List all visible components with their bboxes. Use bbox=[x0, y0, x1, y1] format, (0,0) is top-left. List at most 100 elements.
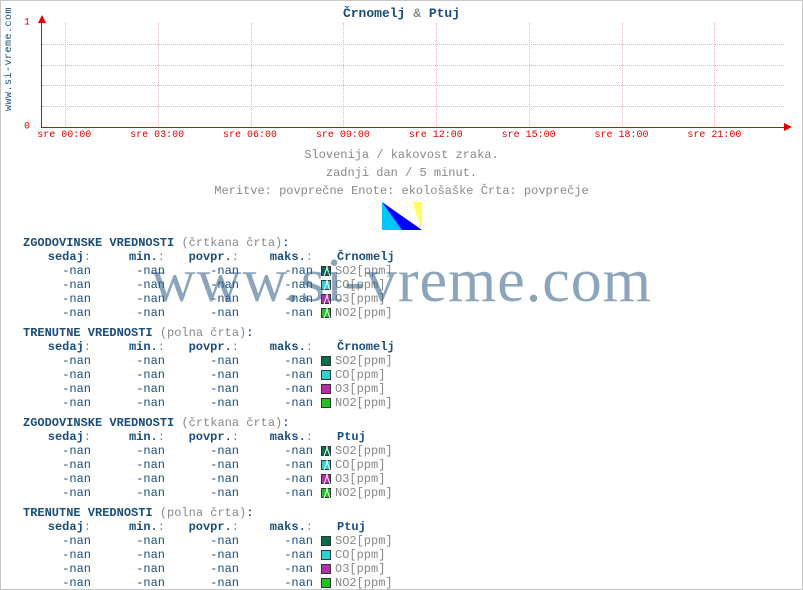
measure-label: NO2[ppm] bbox=[319, 486, 399, 500]
measure-label: SO2[ppm] bbox=[319, 444, 399, 458]
measure-text: SO2[ppm] bbox=[335, 444, 393, 458]
table-row: -nan-nan-nan-nanSO2[ppm] bbox=[23, 444, 399, 458]
cell-value: -nan bbox=[97, 562, 171, 576]
cell-value: -nan bbox=[171, 576, 245, 590]
legend-swatch-icon bbox=[321, 446, 331, 456]
legend-swatch-icon bbox=[321, 488, 331, 498]
cell-value: -nan bbox=[245, 562, 319, 576]
x-tick: sre 18:00 bbox=[594, 130, 648, 141]
measure-label: SO2[ppm] bbox=[319, 534, 399, 548]
side-url: www.si-vreme.com bbox=[4, 7, 15, 111]
cell-value: -nan bbox=[23, 534, 97, 548]
grid-line-h bbox=[42, 44, 784, 45]
x-axis-ticks: sre 00:00sre 03:00sre 06:00sre 09:00sre … bbox=[41, 130, 784, 144]
historical-heading: ZGODOVINSKE VREDNOSTI (črtkana črta): bbox=[23, 236, 792, 250]
measure-text: O3[ppm] bbox=[335, 382, 385, 396]
values-table: sedaj:min.:povpr.:maks.:Ptuj-nan-nan-nan… bbox=[23, 520, 399, 590]
cell-value: -nan bbox=[23, 368, 97, 382]
chart-area: 01 sre 00:00sre 03:00sre 06:00sre 09:00s… bbox=[41, 23, 784, 144]
current-heading: TRENUTNE VREDNOSTI (polna črta): bbox=[23, 326, 792, 340]
cell-value: -nan bbox=[245, 264, 319, 278]
flag-row bbox=[1, 202, 802, 230]
cell-value: -nan bbox=[97, 292, 171, 306]
cell-value: -nan bbox=[171, 292, 245, 306]
col-sedaj: sedaj: bbox=[23, 250, 97, 264]
legend-swatch-icon bbox=[321, 308, 331, 318]
cell-value: -nan bbox=[23, 354, 97, 368]
measure-text: O3[ppm] bbox=[335, 472, 385, 486]
cell-value: -nan bbox=[245, 444, 319, 458]
cell-value: -nan bbox=[171, 458, 245, 472]
measure-text: O3[ppm] bbox=[335, 292, 385, 306]
cell-value: -nan bbox=[23, 444, 97, 458]
grid-line-v bbox=[65, 23, 66, 127]
cell-value: -nan bbox=[23, 472, 97, 486]
legend-swatch-icon bbox=[321, 564, 331, 574]
measure-label: O3[ppm] bbox=[319, 382, 401, 396]
measure-label: NO2[ppm] bbox=[319, 306, 401, 320]
cell-value: -nan bbox=[245, 292, 319, 306]
col-location: Črnomelj bbox=[319, 340, 401, 354]
cell-value: -nan bbox=[171, 486, 245, 500]
title-amp: & bbox=[413, 6, 421, 21]
values-table: sedaj:min.:povpr.:maks.:Ptuj-nan-nan-nan… bbox=[23, 430, 399, 500]
cell-value: -nan bbox=[97, 264, 171, 278]
measure-text: SO2[ppm] bbox=[335, 534, 393, 548]
grid-line-v bbox=[251, 23, 252, 127]
x-tick: sre 12:00 bbox=[409, 130, 463, 141]
measure-label: CO[ppm] bbox=[319, 368, 401, 382]
cell-value: -nan bbox=[23, 382, 97, 396]
grid-line-h bbox=[42, 106, 784, 107]
cell-value: -nan bbox=[245, 278, 319, 292]
cell-value: -nan bbox=[171, 354, 245, 368]
flag-icon bbox=[382, 202, 422, 230]
col-povpr: povpr.: bbox=[171, 340, 245, 354]
col-min: min.: bbox=[97, 340, 171, 354]
values-table: sedaj:min.:povpr.:maks.:Črnomelj-nan-nan… bbox=[23, 340, 401, 410]
col-povpr: povpr.: bbox=[171, 520, 245, 534]
values-table: sedaj:min.:povpr.:maks.:Črnomelj-nan-nan… bbox=[23, 250, 401, 320]
col-location: Ptuj bbox=[319, 520, 399, 534]
cell-value: -nan bbox=[245, 548, 319, 562]
cell-value: -nan bbox=[171, 278, 245, 292]
col-povpr: povpr.: bbox=[171, 250, 245, 264]
cell-value: -nan bbox=[23, 396, 97, 410]
measure-label: O3[ppm] bbox=[319, 472, 399, 486]
cell-value: -nan bbox=[245, 396, 319, 410]
table-row: -nan-nan-nan-nanCO[ppm] bbox=[23, 278, 401, 292]
legend-swatch-icon bbox=[321, 370, 331, 380]
cell-value: -nan bbox=[97, 382, 171, 396]
title-city-1: Črnomelj bbox=[343, 6, 405, 21]
cell-value: -nan bbox=[171, 396, 245, 410]
table-row: -nan-nan-nan-nanNO2[ppm] bbox=[23, 486, 399, 500]
measure-label: NO2[ppm] bbox=[319, 576, 399, 590]
grid-line-h bbox=[42, 65, 784, 66]
legend-swatch-icon bbox=[321, 384, 331, 394]
measure-text: SO2[ppm] bbox=[335, 264, 393, 278]
cell-value: -nan bbox=[245, 368, 319, 382]
col-location: Črnomelj bbox=[319, 250, 401, 264]
cell-value: -nan bbox=[97, 354, 171, 368]
cell-value: -nan bbox=[97, 306, 171, 320]
grid-line-v bbox=[343, 23, 344, 127]
cell-value: -nan bbox=[245, 472, 319, 486]
measure-label: O3[ppm] bbox=[319, 292, 401, 306]
measure-label: SO2[ppm] bbox=[319, 264, 401, 278]
grid-line-v bbox=[529, 23, 530, 127]
cell-value: -nan bbox=[171, 444, 245, 458]
legend-swatch-icon bbox=[321, 474, 331, 484]
cell-value: -nan bbox=[171, 368, 245, 382]
col-location: Ptuj bbox=[319, 430, 399, 444]
measure-text: CO[ppm] bbox=[335, 548, 385, 562]
col-maks: maks.: bbox=[245, 520, 319, 534]
cell-value: -nan bbox=[23, 562, 97, 576]
table-row: -nan-nan-nan-nanSO2[ppm] bbox=[23, 354, 401, 368]
legend-swatch-icon bbox=[321, 536, 331, 546]
measure-label: CO[ppm] bbox=[319, 458, 399, 472]
measure-label: SO2[ppm] bbox=[319, 354, 401, 368]
measure-text: NO2[ppm] bbox=[335, 576, 393, 590]
measure-text: CO[ppm] bbox=[335, 278, 385, 292]
data-tables: ZGODOVINSKE VREDNOSTI (črtkana črta):sed… bbox=[23, 236, 792, 590]
legend-swatch-icon bbox=[321, 398, 331, 408]
col-sedaj: sedaj: bbox=[23, 340, 97, 354]
